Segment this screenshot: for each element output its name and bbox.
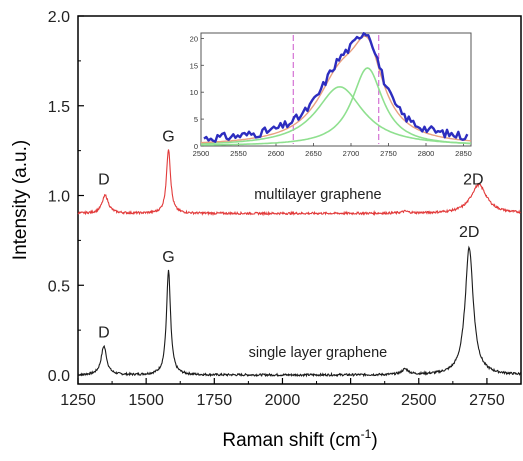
x-axis-title: Raman shift (cm-1) — [222, 427, 377, 451]
multilayer-graphene-annotation: multilayer graphene — [254, 187, 381, 203]
inset-x-tick-label: 2750 — [380, 149, 397, 158]
inset-x-tick-label: 2600 — [268, 149, 285, 158]
inset-spectra — [201, 32, 472, 146]
inset-lorentzian-component-line — [201, 67, 472, 146]
y-tick-label: 1.0 — [48, 189, 70, 206]
y-axis-title: Intensity (a.u.) — [10, 140, 31, 260]
inset-y-tick-label: 20 — [190, 34, 198, 43]
inset-lorentzian-component-line — [201, 86, 471, 145]
main-spectra — [77, 149, 522, 378]
inset-y-tick-label: 10 — [190, 88, 198, 97]
y-tick-label: 0.0 — [48, 368, 70, 385]
main-plot-frame — [77, 15, 522, 385]
main-axis-ticks: 1250 1500 1750 2000 2250 2500 2750 0.0 0.5 1.0 1.5… — [48, 9, 505, 409]
x-axis-title-main: Raman shift (cm — [222, 430, 360, 451]
x-axis-title-tail: ) — [371, 430, 377, 451]
x-tick-label: 1750 — [197, 392, 233, 409]
inset-y-tick-label: 0 — [194, 142, 198, 151]
single-layer-graphene-annotation: single layer graphene — [249, 345, 388, 361]
peak-label: 2D — [463, 172, 483, 189]
inset-x-tick-label: 2500 — [193, 149, 210, 158]
x-tick-label: 2000 — [265, 392, 301, 409]
inset-x-tick-label: 2700 — [343, 149, 360, 158]
x-tick-label: 1250 — [60, 392, 96, 409]
inset-y-tick-label: 5 — [194, 115, 198, 124]
inset-x-tick-label: 2800 — [418, 149, 435, 158]
peak-label: D — [98, 324, 110, 341]
x-tick-label: 2500 — [401, 392, 437, 409]
x-tick-label: 2750 — [469, 392, 505, 409]
inset-x-tick-label: 2550 — [230, 149, 247, 158]
peak-label: G — [162, 249, 174, 266]
inset-x-tick-label: 2650 — [305, 149, 322, 158]
y-tick-label: 0.5 — [48, 278, 70, 295]
y-tick-label: 2.0 — [48, 9, 70, 26]
single-layer-spectrum-line — [77, 245, 522, 378]
multilayer-spectrum-line — [77, 149, 521, 217]
peak-label: D — [98, 172, 110, 189]
inset-x-tick-label: 2850 — [455, 149, 472, 158]
inset-axis-ticks: 2500 2550 2600 2650 2700 2750 2800 2850 0 5 10 15 20 — [190, 34, 472, 158]
x-tick-label: 2250 — [333, 392, 369, 409]
main-text-labels: D G 2D D G 2D multilayer graphene single layer … — [98, 129, 483, 361]
y-tick-label: 1.5 — [48, 99, 70, 116]
x-axis-title-superscript: -1 — [361, 427, 372, 441]
x-tick-label: 1500 — [128, 392, 164, 409]
inset-plot-frame — [200, 32, 472, 147]
inset-measured-spectrum-line — [203, 32, 469, 143]
peak-label: 2D — [459, 224, 479, 241]
inset-y-tick-label: 15 — [190, 61, 198, 70]
peak-label: G — [162, 129, 174, 146]
